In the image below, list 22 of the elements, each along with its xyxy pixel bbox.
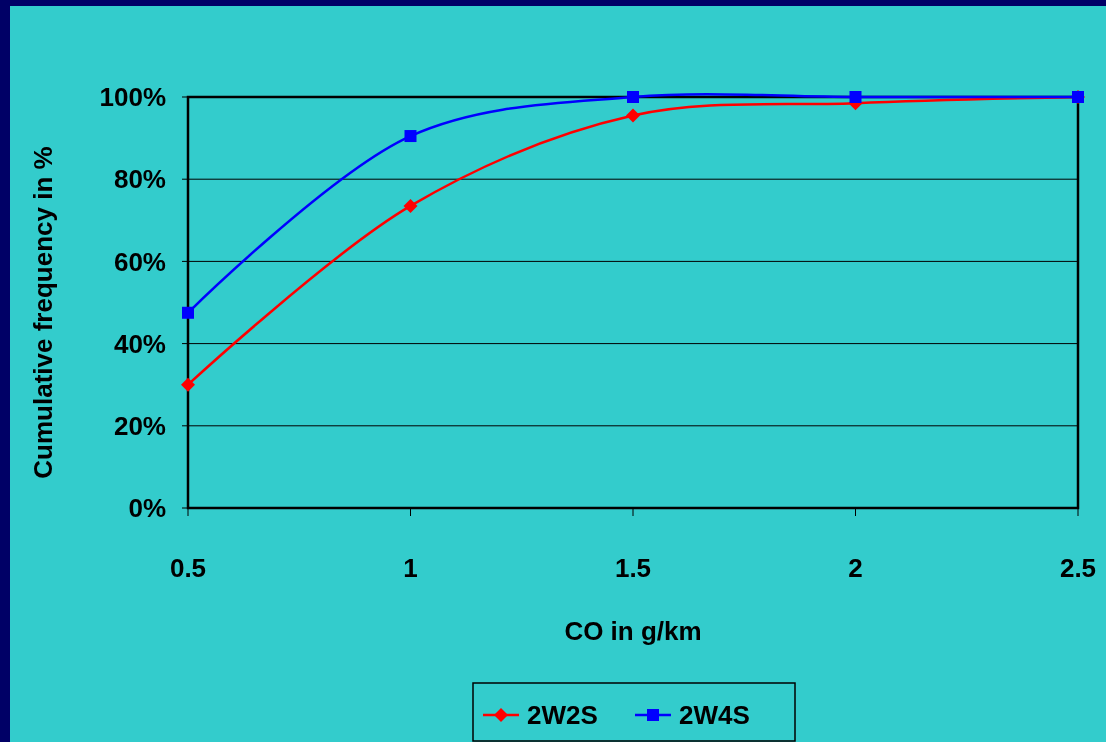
y-tick-label: 20%: [113, 410, 166, 441]
legend-label: 2W4S: [679, 700, 750, 731]
x-tick-label: 0.5: [169, 553, 207, 583]
y-tick-label: 0%: [128, 493, 166, 524]
x-axis-title: CO in g/km: [564, 616, 702, 646]
legend-label: 2W2S: [527, 700, 598, 731]
y-tick-label: 100%: [99, 82, 166, 113]
y-axis-title: Cumulative frequency in %: [28, 146, 58, 479]
point: [626, 108, 640, 123]
x-tick-label: 2.5: [1059, 553, 1097, 583]
x-tick-label: 1.5: [614, 553, 652, 583]
x-tick-label: 1: [403, 553, 418, 583]
x-tick-label: 2: [848, 553, 863, 583]
y-tick-label: 80%: [113, 164, 166, 195]
point: [182, 306, 194, 319]
point: [404, 130, 417, 143]
point: [627, 91, 639, 103]
point: [403, 198, 418, 213]
point: [849, 91, 862, 103]
point: [181, 377, 195, 392]
y-tick-label: 60%: [113, 246, 166, 277]
y-tick-label: 40%: [113, 328, 166, 359]
